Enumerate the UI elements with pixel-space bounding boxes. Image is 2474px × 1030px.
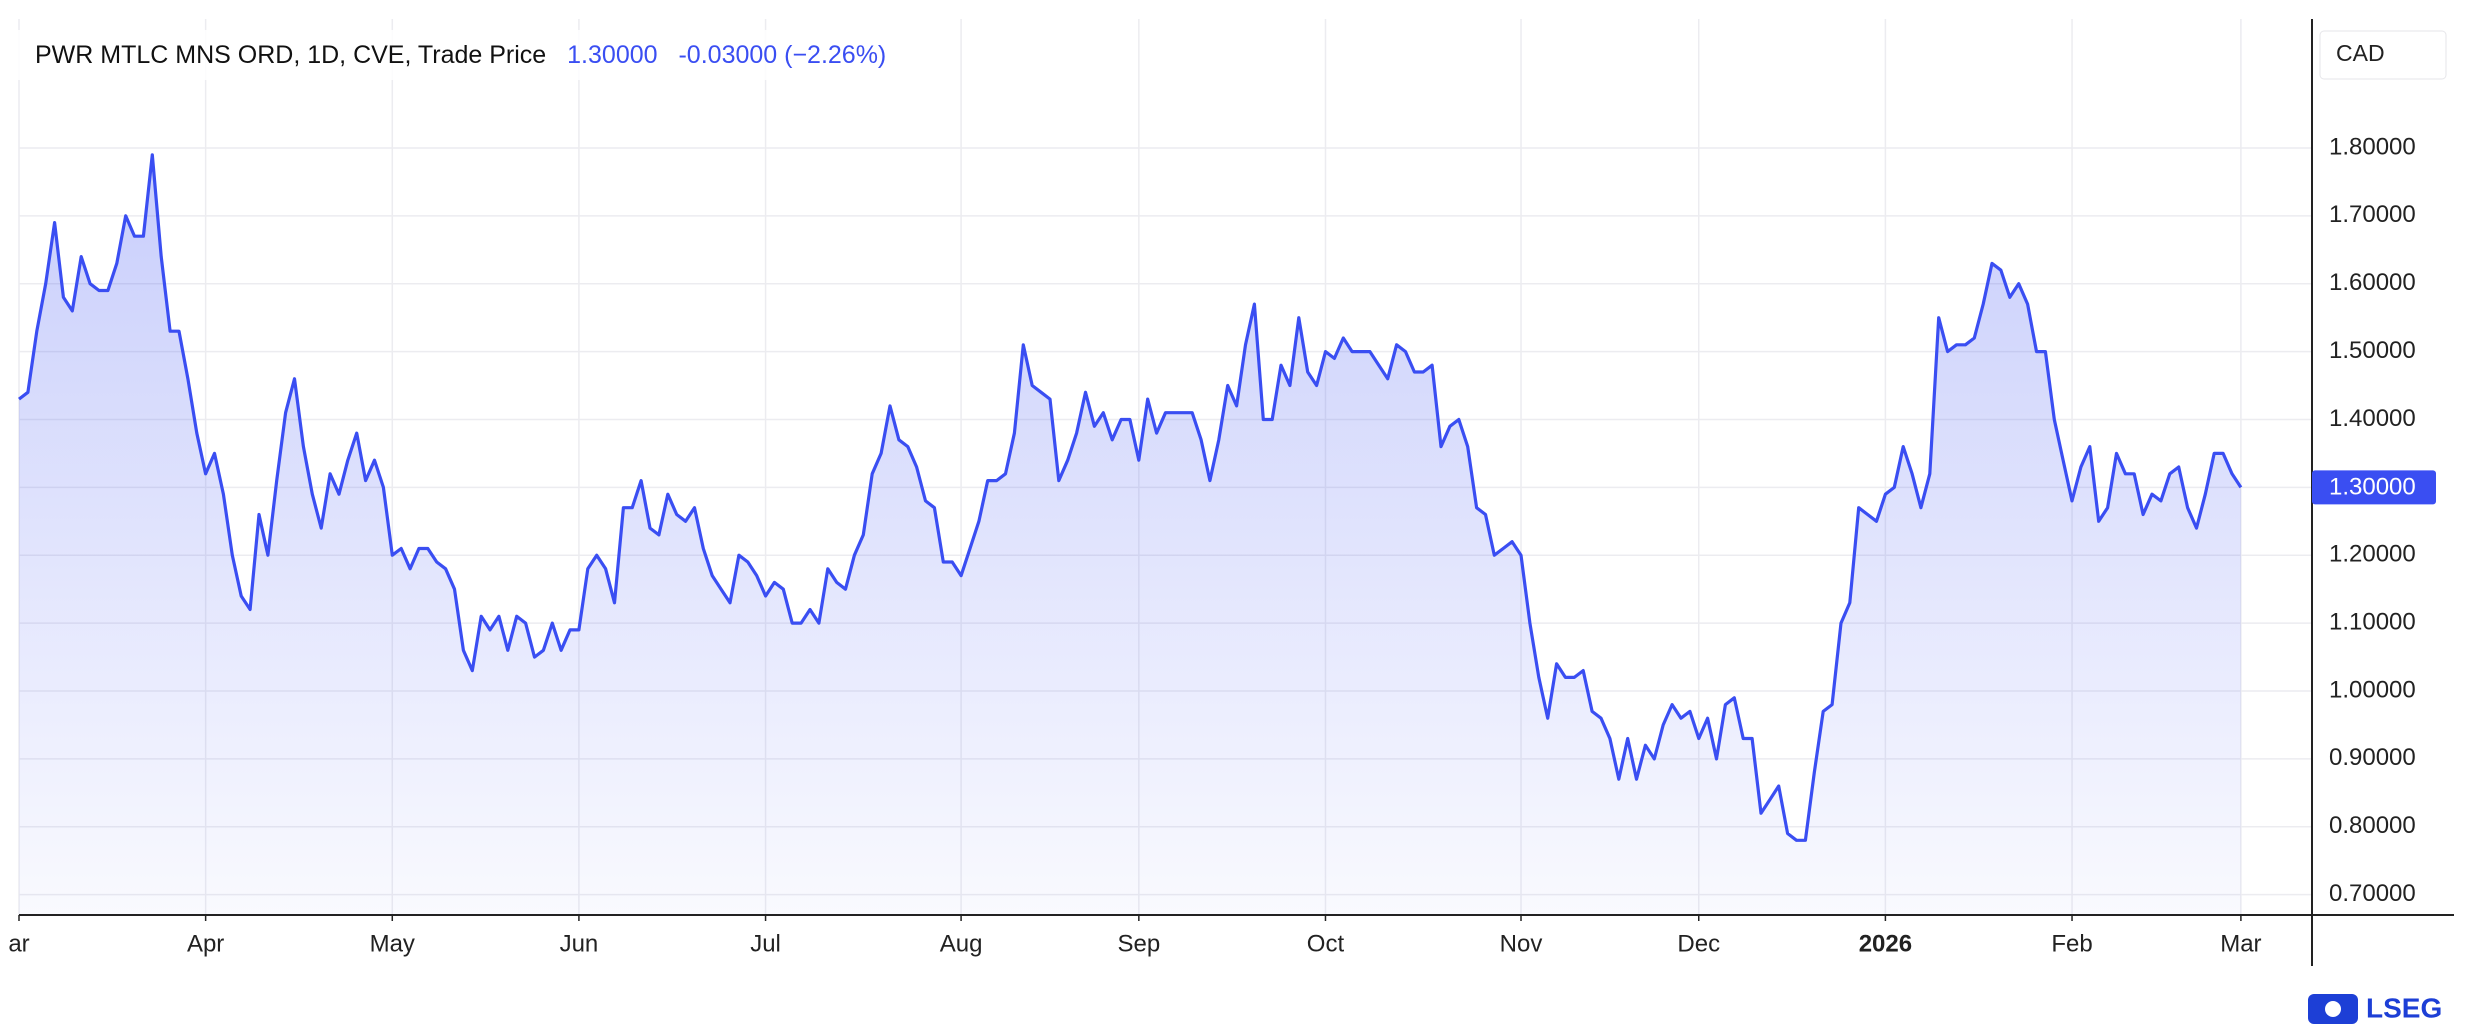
x-tick-label: Mar (2220, 930, 2261, 957)
plot (18, 153, 2243, 916)
y-tick-label: 0.70000 (2329, 880, 2416, 907)
price-line (18, 153, 2243, 842)
x-tick-label: Dec (1677, 930, 1720, 957)
last-price-badge (2312, 470, 2436, 505)
x-tick-label: 2026 (1859, 930, 1912, 957)
y-tick-label: 0.90000 (2329, 744, 2416, 771)
header: PWR MTLC MNS ORD, 1D, CVE, Trade Price 1… (35, 41, 886, 69)
x-tick-label: Jul (750, 930, 781, 957)
y-tick-label: 1.70000 (2329, 201, 2416, 228)
header-change: -0.03000 (−2.26%) (678, 41, 886, 69)
last-price-label: 1.30000 (2329, 474, 2416, 501)
x-tick-label: Aug (940, 930, 983, 957)
axes: 0.70000 0.80000 0.90000 1.00000 1.10000 1.200… (8, 133, 2436, 957)
x-tick-label: Sep (1117, 930, 1160, 957)
instrument: PWR MTLC MNS ORD, 1D, CVE, Trade Price (35, 41, 546, 69)
y-tick-label: 1.50000 (2329, 337, 2416, 364)
y-tick-label: 1.40000 (2329, 405, 2416, 432)
y-tick-label: 1.20000 (2329, 541, 2416, 568)
brand: LSEG (2366, 992, 2442, 1023)
x-tick-label: Jun (560, 930, 599, 957)
x-tick-label: Oct (1307, 930, 1345, 957)
x-tick-label: Apr (187, 930, 224, 957)
y-tick-label: 1.60000 (2329, 269, 2416, 296)
header-bg (0, 30, 940, 80)
x-tick-label: Nov (1500, 930, 1543, 957)
x-tick-label: May (370, 930, 415, 957)
y-tick-label: 0.80000 (2329, 812, 2416, 839)
logo-icon-dot (2325, 1001, 2341, 1017)
x-tick-label: Feb (2051, 930, 2092, 957)
y-tick-label: 1.10000 (2329, 608, 2416, 635)
currency: CAD (2336, 40, 2385, 66)
y-tick-label: 1.00000 (2329, 676, 2416, 703)
x-tick-label: ar (8, 930, 29, 957)
brand-logo: LSEG (2308, 992, 2442, 1024)
y-tick-label: 1.80000 (2329, 133, 2416, 160)
price-area (19, 154, 2241, 916)
header-price: 1.30000 (567, 41, 657, 69)
currency-box (2319, 30, 2447, 80)
